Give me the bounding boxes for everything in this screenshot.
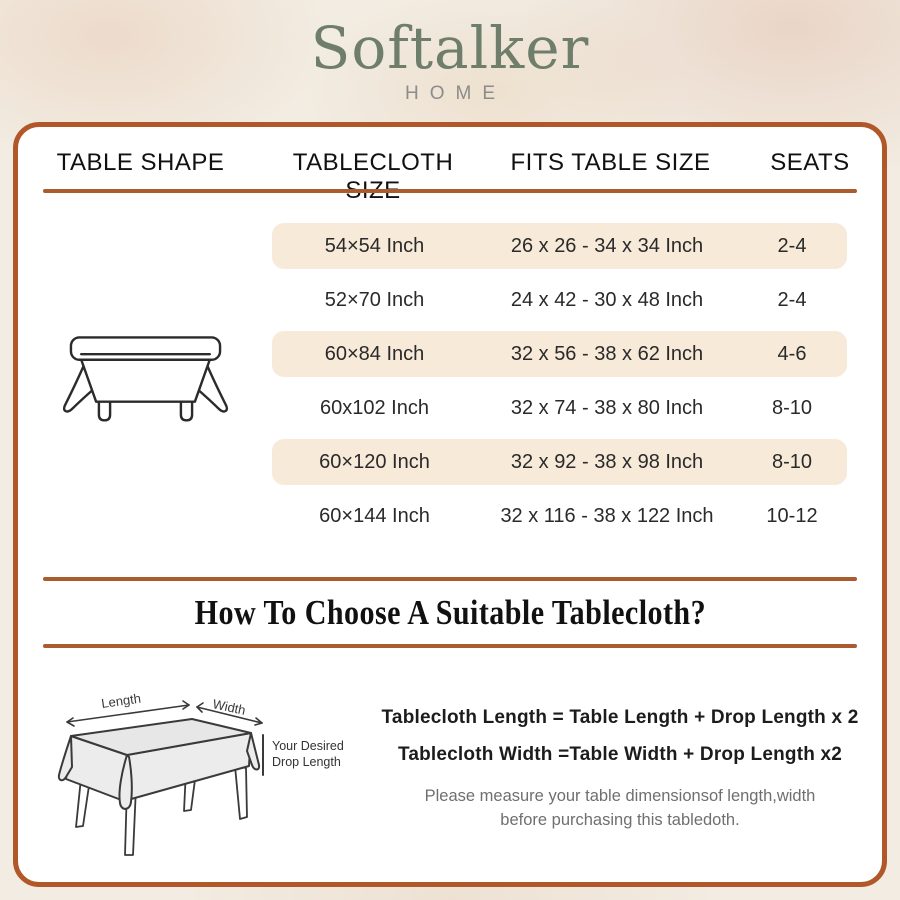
rectangle-tablecloth-table-icon [18,223,272,545]
measurement-diagram-icon: Length Width Your Desired Drop Length [32,675,372,880]
tablecloth-size-cell: 60×144 Inch [319,504,430,527]
drop-length-label-line1: Your Desired [272,739,344,753]
formula-width: Tablecloth Width =Table Width + Drop Len… [397,744,843,765]
tablecloth-size-cell: 52×70 Inch [324,288,425,311]
guide-title: How To Choose A Suitable Tablecloth? [194,593,706,632]
header-table-shape: TABLE SHAPE [56,149,225,176]
formula-length: Tablecloth Length = Table Length + Drop … [381,707,859,728]
header-tablecloth-size: TABLECLOTH SIZE [292,149,454,204]
header-seats: SEATS [770,149,850,176]
brand-subtitle: HOME [405,82,506,104]
measure-note-line1: Please measure your table dimensionsof l… [424,787,816,805]
size-row: 60×84 Inch 32 x 56 - 38 x 62 Inch 4-6 [272,331,847,377]
size-row: 52×70 Inch 24 x 42 - 30 x 48 Inch 2-4 [272,277,847,323]
section-divider-bottom [43,644,857,648]
header-fits-table-size: FITS TABLE SIZE [510,149,711,176]
fits-table-size-cell: 32 x 74 - 38 x 80 Inch [510,396,704,419]
seats-cell: 8-10 [771,450,813,473]
size-row: 60×120 Inch 32 x 92 - 38 x 98 Inch 8-10 [272,439,847,485]
size-row: 60x102 Inch 32 x 74 - 38 x 80 Inch 8-10 [272,385,847,431]
fits-table-size-cell: 32 x 56 - 38 x 62 Inch [510,342,704,365]
size-row: 54×54 Inch 26 x 26 - 34 x 34 Inch 2-4 [272,223,847,269]
tablecloth-size-cell: 60x102 Inch [320,396,429,419]
tablecloth-size-cell: 54×54 Inch [324,234,425,257]
fits-table-size-cell: 32 x 92 - 38 x 98 Inch [510,450,704,473]
section-divider-top [43,577,857,581]
measure-note: Please measure your table dimensionsof l… [370,785,870,833]
brand-logo-text: Softalker [310,14,590,82]
formula-block: Tablecloth Length = Table Length + Drop … [370,707,870,833]
tablecloth-size-cell: 60×120 Inch [319,450,430,473]
chart-header-row: TABLE SHAPE TABLECLOTH SIZE FITS TABLE S… [18,149,882,205]
size-row: 60×144 Inch 32 x 116 - 38 x 122 Inch 10-… [272,493,847,539]
seats-cell: 10-12 [766,504,818,527]
size-rows: 54×54 Inch 26 x 26 - 34 x 34 Inch 2-4 52… [272,223,847,547]
brand-header: Softalker HOME [0,18,900,105]
fits-table-size-cell: 24 x 42 - 30 x 48 Inch [510,288,704,311]
seats-cell: 2-4 [777,288,807,311]
seats-cell: 8-10 [771,396,813,419]
header-divider [43,189,857,193]
width-label: Width [211,696,247,718]
measure-note-line2: before purchasing this tabledoth. [500,810,740,829]
size-chart-panel: TABLE SHAPE TABLECLOTH SIZE FITS TABLE S… [13,122,887,887]
fits-table-size-cell: 32 x 116 - 38 x 122 Inch [500,504,714,527]
drop-length-label-line2: Drop Length [272,755,341,769]
fits-table-size-cell: 26 x 26 - 34 x 34 Inch [510,234,704,257]
tablecloth-size-cell: 60×84 Inch [324,342,425,365]
seats-cell: 4-6 [777,342,807,365]
length-label: Length [100,691,141,711]
seats-cell: 2-4 [777,234,807,257]
